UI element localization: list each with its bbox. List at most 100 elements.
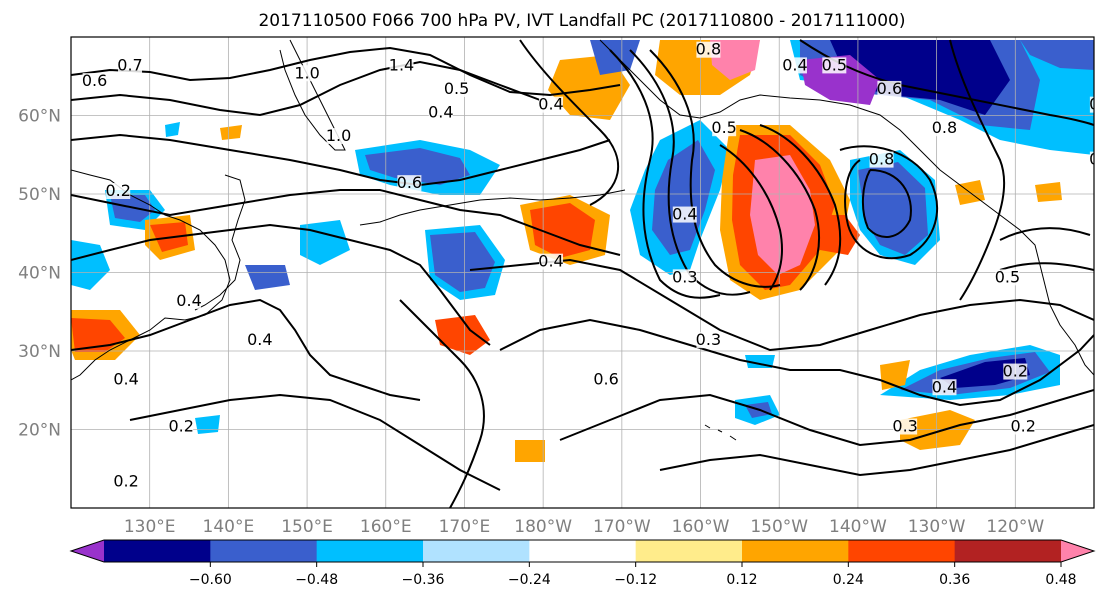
colorbar-segment — [529, 540, 637, 562]
contour-label: 0.4 — [113, 369, 138, 388]
contour-label: 0.6 — [397, 173, 422, 192]
coastline-hawaii — [704, 424, 737, 441]
contour-label: 0.8 — [932, 118, 957, 137]
lon-tick-label: 130°W — [908, 517, 966, 537]
contour-label-bg — [782, 57, 807, 74]
colorbar-tick-label: −0.24 — [508, 572, 551, 588]
contour-label: 0.3 — [696, 330, 721, 349]
lon-tick-label: 170°E — [439, 517, 491, 537]
shade-region — [652, 140, 715, 255]
shade-region — [800, 55, 880, 105]
shade-region — [858, 162, 928, 255]
contour-label: 0.2 — [1010, 417, 1035, 436]
lon-tick-label: 130°E — [124, 517, 176, 537]
colorbar-segment — [848, 540, 956, 562]
contour-label-bg — [247, 332, 272, 349]
shade-region — [515, 440, 545, 462]
contour-label-bg — [1011, 418, 1036, 435]
contour-label-bg — [1003, 363, 1028, 380]
lon-tick-label: 150°W — [750, 517, 808, 537]
contour-label: 0.6 — [82, 71, 107, 90]
contour-label-bg — [869, 151, 894, 168]
colorbar-segment — [316, 540, 424, 562]
lon-tick-label: 150°E — [281, 517, 333, 537]
lat-tick-label: 40°N — [18, 264, 61, 284]
contour-label-bg — [114, 473, 139, 490]
shade-region — [430, 232, 495, 292]
colorbar-segment — [635, 540, 743, 562]
contour-label: 0.3 — [892, 417, 917, 436]
map-frame — [70, 36, 1095, 509]
contour-label: 0.4 — [428, 103, 453, 122]
contour-label-bg — [106, 183, 131, 199]
contour-label-bg — [295, 65, 320, 82]
colorbar-tick-label: 0.48 — [1045, 572, 1076, 588]
lon-tick-label: 180°W — [514, 517, 572, 537]
lon-tick-label: 120°W — [986, 517, 1044, 537]
contour-label-bg — [893, 418, 918, 435]
contour-label-bg — [389, 57, 414, 74]
contour-label: 0.5 — [711, 118, 736, 137]
colorbar-tick-label: −0.48 — [295, 572, 338, 588]
contour-line — [839, 145, 939, 260]
contour-label-bg — [594, 371, 619, 388]
contour-line — [862, 169, 912, 238]
contour-label-bg — [932, 379, 957, 396]
contour-label: 0.7 — [117, 55, 142, 74]
contour-line — [649, 49, 781, 288]
lat-tick-label: 60°N — [18, 107, 61, 127]
contour-label: 0.4 — [672, 205, 697, 224]
shade-region — [71, 318, 125, 352]
contour-label-bg — [696, 332, 721, 349]
contour-label: 0.5 — [995, 267, 1020, 286]
contour-label: 0.5 — [444, 79, 469, 98]
shade-region — [1020, 40, 1094, 70]
contour-label: 0.3 — [672, 267, 697, 286]
pv-contours — [71, 39, 1094, 508]
shade-region — [750, 155, 815, 275]
contour-label: 0.5 — [822, 55, 847, 74]
contour-label: 1.0 — [326, 126, 351, 145]
contour-line — [949, 39, 1006, 301]
contour-label: 1.4 — [389, 55, 414, 74]
contour-label-bg — [672, 269, 697, 286]
contour-label: 0.2 — [1003, 362, 1028, 381]
contour-line — [609, 49, 721, 299]
shade-region — [165, 122, 180, 137]
contour-label: 0.4 — [1089, 150, 1105, 169]
contour-label-bg — [444, 80, 469, 97]
contour-label-bg — [712, 120, 737, 137]
contour-label-bg — [114, 371, 139, 388]
contour-label-bg — [696, 41, 721, 58]
chart-title: 2017110500 F066 700 hPa PV, IVT Landfall… — [258, 11, 905, 31]
contour-line — [129, 393, 501, 491]
contour-line — [499, 318, 1094, 407]
colorbar-segment — [954, 540, 1062, 562]
contour-label: 0.4 — [538, 252, 563, 271]
shade-region — [245, 265, 290, 290]
shade-region — [365, 148, 470, 185]
coastline-japan — [194, 174, 246, 311]
contour-label: 0.8 — [696, 40, 721, 59]
contour-label-bg — [822, 57, 847, 74]
contour-label: 1.0 — [294, 63, 319, 82]
contour-line — [739, 129, 821, 291]
contour-line — [71, 298, 421, 401]
shade-region — [435, 315, 490, 355]
contour-label: 0.6 — [593, 369, 618, 388]
contour-line — [719, 144, 783, 291]
lat-tick-label: 50°N — [18, 185, 61, 205]
lon-tick-label: 140°W — [829, 517, 887, 537]
contour-line — [559, 389, 1094, 447]
contour-label: 0.8 — [1089, 95, 1105, 114]
contour-line — [399, 299, 485, 508]
gridlines — [71, 37, 1094, 508]
contour-label-bg — [672, 206, 697, 223]
lat-tick-label: 20°N — [18, 421, 61, 441]
colorbar-tick-label: 0.12 — [726, 572, 757, 588]
lon-tick-label: 140°E — [203, 517, 255, 537]
longitude-labels: 130°E 140°E 150°E 160°E 170°E 180°W 170°W 160°W… — [124, 517, 1045, 537]
contour-label: 0.4 — [538, 95, 563, 114]
contour-label: 0.2 — [168, 417, 193, 436]
contour-label: 0.6 — [877, 79, 902, 98]
